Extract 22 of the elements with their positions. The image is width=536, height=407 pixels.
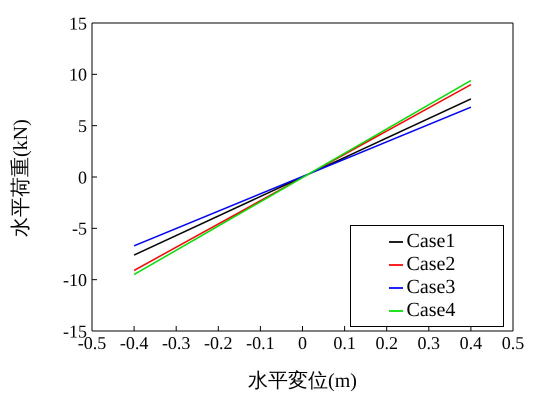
x-tick-label: -0.3 bbox=[162, 332, 190, 353]
x-tick-label: 0.1 bbox=[333, 332, 356, 353]
y-tick-label: 5 bbox=[78, 116, 87, 136]
x-tick-label: 0.3 bbox=[418, 332, 440, 353]
legend-label: Case4 bbox=[406, 299, 456, 321]
x-tick-label: -0.1 bbox=[246, 332, 275, 353]
legend-label: Case3 bbox=[406, 276, 456, 298]
y-tick-label: 10 bbox=[69, 64, 87, 85]
y-tick-label: -10 bbox=[63, 270, 87, 290]
x-axis-title: 水平変位(m) bbox=[248, 369, 357, 392]
x-tick-label: 0.5 bbox=[502, 332, 524, 353]
y-tick-label: -5 bbox=[72, 218, 87, 239]
x-tick-label: -0.2 bbox=[204, 332, 233, 353]
x-tick-label: -0.4 bbox=[120, 332, 148, 353]
legend-label: Case2 bbox=[406, 253, 456, 275]
y-tick-label: 15 bbox=[69, 13, 87, 34]
x-tick-label: 0.2 bbox=[375, 332, 398, 353]
y-axis-title: 水平荷重(kN) bbox=[10, 119, 32, 237]
y-tick-label: 0 bbox=[78, 167, 87, 188]
x-tick-label: 0 bbox=[298, 332, 307, 353]
x-tick-label: 0.4 bbox=[460, 332, 482, 353]
legend-label: Case1 bbox=[406, 230, 456, 252]
